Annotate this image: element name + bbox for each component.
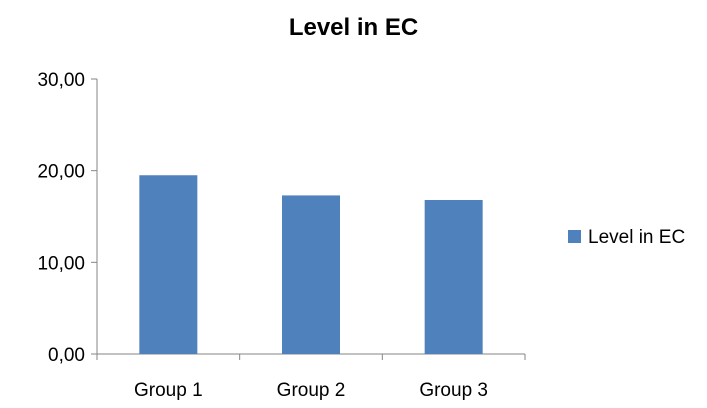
bar: [424, 200, 483, 354]
y-tick-label: 30,00: [37, 70, 85, 91]
x-tick-label: Group 1: [134, 380, 203, 401]
chart-title: Level in EC: [288, 14, 419, 41]
legend-label: Level in EC: [588, 227, 685, 248]
x-tick-label: Group 2: [277, 380, 346, 401]
bar: [282, 195, 340, 354]
y-tick-label: 10,00: [37, 253, 85, 274]
bar: [139, 175, 198, 354]
y-tick-label: 20,00: [37, 162, 85, 183]
legend-swatch: [568, 230, 581, 243]
y-tick-label: 0,00: [48, 345, 85, 366]
x-tick-label: Group 3: [419, 380, 488, 401]
